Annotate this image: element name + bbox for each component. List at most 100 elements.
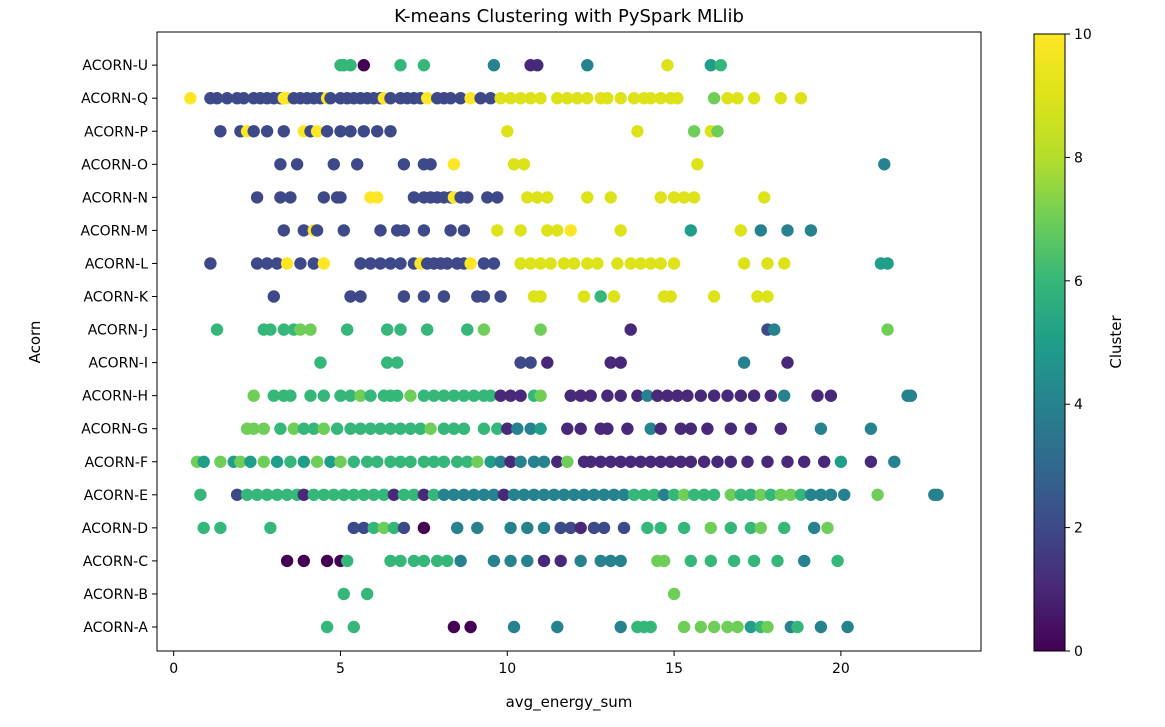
x-tick-label-0: 0 <box>169 661 178 677</box>
point-acorn-f-55 <box>888 455 901 468</box>
point-acorn-f-48 <box>741 455 754 468</box>
point-acorn-l-40 <box>778 257 791 270</box>
point-acorn-a-11 <box>694 620 707 634</box>
point-acorn-d-12 <box>504 521 517 535</box>
point-acorn-j-8 <box>381 323 394 336</box>
point-acorn-q-33 <box>421 92 434 105</box>
point-acorn-g-14 <box>394 422 407 435</box>
point-acorn-f-51 <box>798 455 811 468</box>
y-axis-label: Acorn <box>26 321 44 364</box>
point-acorn-c-13 <box>504 554 517 568</box>
point-acorn-e-39 <box>607 488 621 501</box>
point-acorn-g-8 <box>330 422 344 435</box>
point-acorn-h-42 <box>747 389 761 402</box>
point-acorn-n-24 <box>654 191 667 204</box>
point-acorn-q-36 <box>444 92 457 105</box>
point-acorn-h-12 <box>391 389 404 402</box>
point-acorn-q-63 <box>774 92 787 105</box>
point-acorn-h-31 <box>614 389 627 402</box>
point-acorn-c-19 <box>604 554 617 568</box>
point-acorn-l-12 <box>394 257 407 270</box>
point-acorn-f-54 <box>864 455 878 468</box>
point-acorn-c-8 <box>417 554 431 568</box>
point-acorn-i-7 <box>614 356 627 369</box>
point-acorn-c-4 <box>341 554 354 568</box>
point-acorn-j-12 <box>477 323 491 336</box>
point-acorn-g-4 <box>287 422 300 435</box>
point-acorn-o-4 <box>397 158 411 171</box>
point-acorn-e-52 <box>744 488 757 501</box>
point-acorn-e-60 <box>824 488 838 501</box>
point-acorn-h-0 <box>247 389 260 402</box>
point-acorn-q-49 <box>581 92 594 105</box>
colorbar <box>1033 33 1066 652</box>
point-acorn-n-25 <box>667 191 681 204</box>
colorbar-tick-label-2: 2 <box>1074 521 1083 537</box>
point-acorn-l-24 <box>514 257 527 270</box>
point-acorn-o-10 <box>691 158 704 171</box>
point-acorn-n-3 <box>317 191 330 204</box>
point-acorn-q-39 <box>474 92 487 105</box>
point-acorn-f-50 <box>781 455 794 468</box>
point-acorn-h-6 <box>334 389 347 402</box>
point-acorn-e-12 <box>337 488 350 501</box>
point-acorn-f-47 <box>724 455 737 468</box>
point-acorn-g-33 <box>654 422 667 435</box>
x-tick-label-15: 15 <box>665 661 683 677</box>
point-acorn-l-3 <box>270 257 284 270</box>
point-acorn-p-13 <box>371 125 384 138</box>
point-acorn-e-4 <box>260 488 274 501</box>
colorbar-tick-label-6: 6 <box>1074 274 1083 290</box>
y-tick-label-acorn-m: ACORN-M <box>81 223 148 239</box>
point-acorn-e-61 <box>838 488 851 501</box>
point-acorn-m-10 <box>457 224 471 237</box>
point-acorn-u-2 <box>344 58 357 72</box>
point-acorn-l-21 <box>464 257 477 270</box>
point-acorn-h-39 <box>707 389 721 402</box>
point-acorn-h-33 <box>641 389 654 402</box>
point-acorn-c-5 <box>384 554 397 568</box>
point-acorn-o-7 <box>447 158 461 171</box>
point-acorn-e-20 <box>417 488 431 501</box>
point-acorn-e-56 <box>784 488 797 501</box>
point-acorn-a-15 <box>744 620 757 634</box>
point-acorn-u-5 <box>417 58 431 72</box>
point-acorn-l-1 <box>250 257 264 270</box>
point-acorn-h-15 <box>427 389 441 402</box>
point-acorn-g-31 <box>621 422 634 435</box>
point-acorn-c-15 <box>537 554 551 568</box>
y-tick-label-acorn-d: ACORN-D <box>82 521 148 537</box>
point-acorn-u-9 <box>581 58 594 72</box>
point-acorn-d-15 <box>554 521 567 535</box>
colorbar-tick-label-8: 8 <box>1074 150 1083 166</box>
point-acorn-a-14 <box>731 620 744 634</box>
point-acorn-d-26 <box>744 521 757 535</box>
point-acorn-e-48 <box>697 488 711 501</box>
point-acorn-p-11 <box>344 125 357 138</box>
point-acorn-l-7 <box>317 257 330 270</box>
point-acorn-d-27 <box>754 521 767 535</box>
point-acorn-u-10 <box>661 58 674 72</box>
point-acorn-g-21 <box>477 422 491 435</box>
point-acorn-j-16 <box>768 323 781 336</box>
point-acorn-f-19 <box>417 455 431 468</box>
point-acorn-g-32 <box>644 422 657 435</box>
point-acorn-e-3 <box>250 488 264 501</box>
point-acorn-e-14 <box>357 488 370 501</box>
point-acorn-c-17 <box>574 554 587 568</box>
point-acorn-c-10 <box>441 554 454 568</box>
point-acorn-q-56 <box>654 92 667 105</box>
point-acorn-o-1 <box>290 158 304 171</box>
point-acorn-e-28 <box>497 488 511 501</box>
point-acorn-a-13 <box>721 620 734 634</box>
point-acorn-f-39 <box>634 455 647 468</box>
point-acorn-m-0 <box>277 224 290 237</box>
point-acorn-h-13 <box>404 389 417 402</box>
point-acorn-e-44 <box>657 488 671 501</box>
point-acorn-c-9 <box>431 554 444 568</box>
point-acorn-d-23 <box>677 521 691 535</box>
point-acorn-g-17 <box>424 422 437 435</box>
point-acorn-h-23 <box>504 389 517 402</box>
point-acorn-g-30 <box>601 422 614 435</box>
point-acorn-f-22 <box>451 455 464 468</box>
